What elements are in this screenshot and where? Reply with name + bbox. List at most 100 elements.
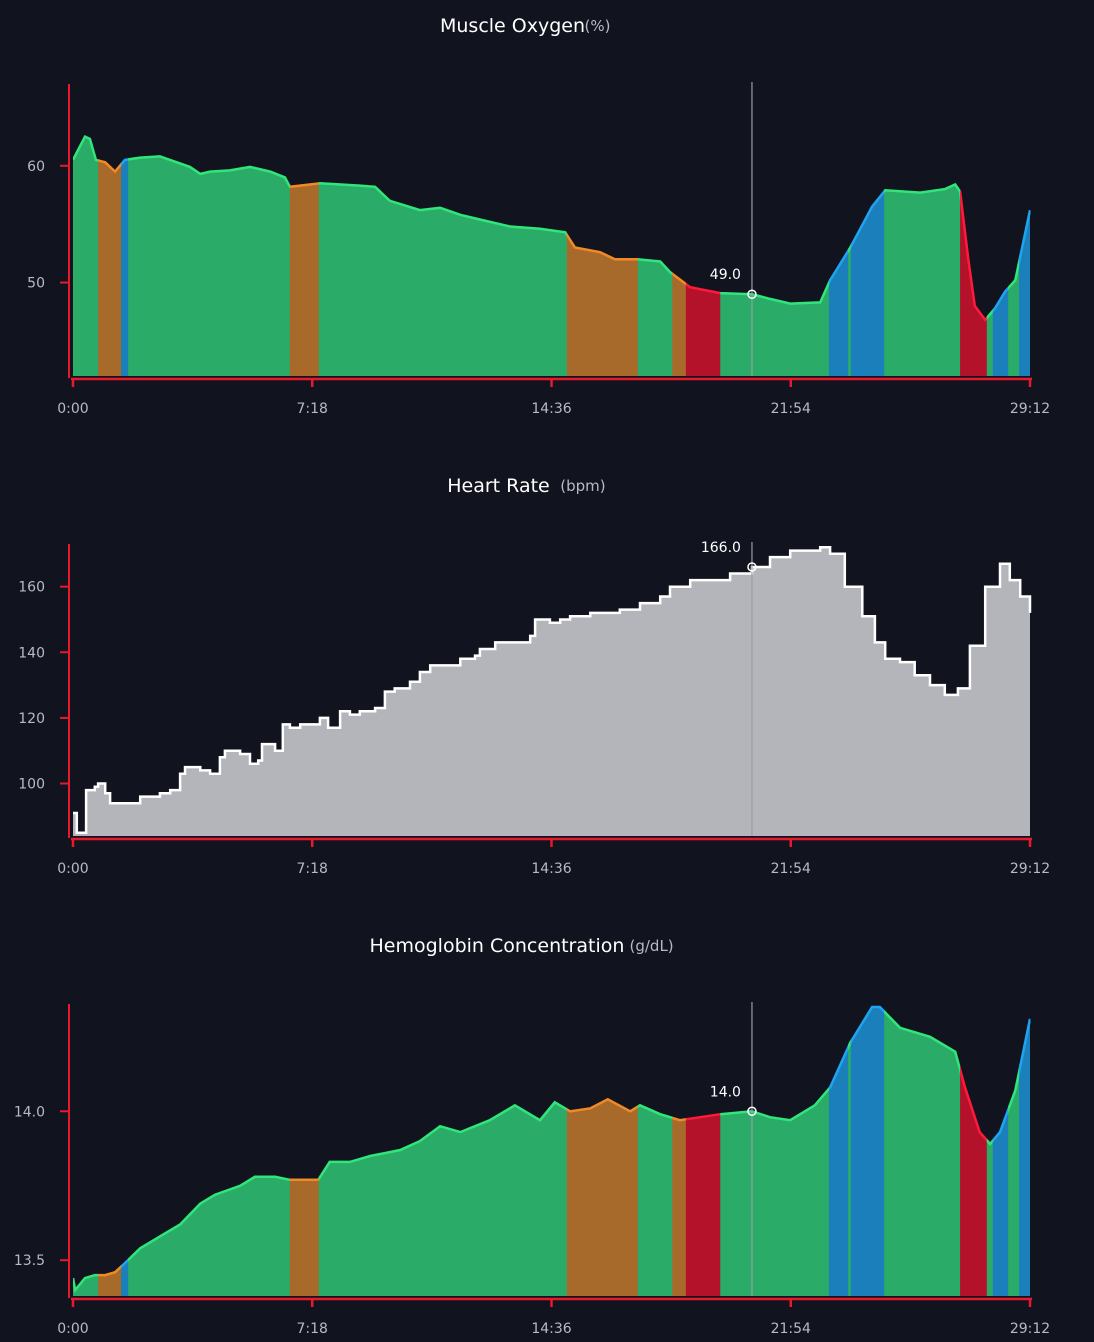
zone-area	[848, 1041, 852, 1296]
zone-area	[672, 273, 687, 376]
zone-area	[850, 190, 885, 376]
zone-orange-segment	[566, 232, 639, 376]
series-area	[73, 547, 1030, 836]
zone-area	[121, 1259, 129, 1296]
x-tick-label: 7:18	[297, 401, 328, 417]
x-tick-label: 29:12	[1010, 861, 1050, 877]
zone-green-segment	[720, 278, 830, 376]
zone-area	[637, 1105, 673, 1296]
zone-green-segment	[1008, 253, 1020, 376]
zone-green-segment	[318, 1100, 568, 1296]
zone-blue-segment	[850, 189, 885, 376]
zone-area	[960, 1069, 988, 1296]
zone-green-segment	[637, 1103, 673, 1296]
x-tick-label: 0:00	[57, 1321, 88, 1337]
x-tick-label: 14:36	[531, 861, 571, 877]
zone-green-segment	[884, 182, 961, 376]
zone-area	[1008, 1069, 1020, 1296]
cursor-marker	[747, 1106, 757, 1117]
cursor-marker	[747, 289, 757, 299]
chart-unit: (%)	[585, 17, 611, 35]
zone-area	[828, 250, 849, 376]
x-tick-label: 0:00	[57, 861, 88, 877]
x-tick-label: 29:12	[1010, 401, 1050, 417]
zone-area	[960, 191, 988, 376]
zone-area	[850, 1007, 885, 1296]
y-tick-label: 120	[18, 711, 45, 727]
zone-green-segment	[128, 1175, 291, 1296]
zone-area	[318, 1102, 568, 1296]
zone-red-segment	[960, 1064, 988, 1296]
zone-blue-segment	[828, 1043, 849, 1296]
zone-area	[720, 281, 830, 376]
cursor-value-label: 49.0	[710, 267, 741, 283]
zone-orange-segment	[98, 1264, 122, 1296]
zone-line	[318, 182, 568, 238]
zone-blue-segment	[1019, 1018, 1031, 1296]
zone-area	[566, 1099, 639, 1296]
cursor-value-label: 14.0	[710, 1084, 741, 1100]
zone-area	[685, 283, 721, 376]
x-tick-label: 21:54	[771, 861, 811, 877]
x-tick-label: 0:00	[57, 401, 88, 417]
zone-line	[850, 1005, 885, 1045]
chart-title: Heart Rate	[447, 475, 550, 497]
zone-blue-segment	[1019, 209, 1031, 376]
zone-area	[318, 183, 568, 376]
zone-green-segment	[1008, 1063, 1020, 1296]
y-tick-label: 140	[18, 645, 45, 661]
zone-area	[720, 1088, 830, 1296]
chart-unit: (bpm)	[560, 477, 605, 495]
zone-orange-segment	[566, 1097, 639, 1296]
y-tick-label: 160	[18, 580, 45, 596]
zone-area	[73, 136, 99, 376]
zone-area	[1008, 259, 1020, 376]
x-tick-label: 7:18	[297, 861, 328, 877]
cursor-marker	[747, 562, 757, 572]
zone-orange-segment	[672, 272, 687, 376]
hemoglobin-chart: Hemoglobin Concentration (g/dL) 13.5 14.0…	[14, 935, 1050, 1337]
zone-area	[73, 1275, 99, 1296]
zone-area	[685, 1114, 721, 1296]
zone-blue-segment	[121, 158, 129, 376]
y-tick-label: 100	[18, 777, 45, 793]
heart-rate-chart: Heart Rate (bpm) 100 120 140 160 0:00 7:18 14:…	[18, 475, 1050, 877]
zone-green-segment	[637, 257, 673, 376]
x-tick-label: 14:36	[531, 401, 571, 417]
x-tick-label: 21:54	[771, 1321, 811, 1337]
zone-area	[992, 287, 1009, 376]
x-tick-label: 7:18	[297, 1321, 328, 1337]
y-tick-label: 14.0	[14, 1104, 45, 1120]
x-tick-label: 29:12	[1010, 1321, 1050, 1337]
zone-area	[637, 259, 673, 376]
zone-green-segment	[848, 1038, 852, 1296]
zone-area	[98, 160, 122, 376]
zone-blue-segment	[121, 1257, 129, 1296]
zone-red-segment	[960, 189, 988, 376]
zone-area	[986, 310, 994, 376]
zone-area	[884, 184, 961, 376]
zone-area	[848, 245, 852, 376]
zone-green-segment	[128, 155, 291, 376]
zone-green-segment	[720, 1085, 830, 1296]
zone-green-segment	[73, 1273, 99, 1296]
zone-green-segment	[318, 182, 568, 376]
zone-area	[1019, 1018, 1030, 1296]
zone-area	[128, 1176, 291, 1296]
y-tick-label: 60	[27, 159, 45, 175]
zone-blue-segment	[828, 247, 849, 376]
zone-area	[128, 156, 291, 376]
series-line	[73, 546, 1032, 834]
zone-blue-segment	[992, 1104, 1009, 1296]
chart-unit: (g/dL)	[630, 937, 674, 955]
zone-area	[98, 1266, 122, 1296]
zone-green-segment	[848, 242, 852, 376]
zone-red-segment	[685, 1112, 721, 1296]
zone-area	[121, 159, 129, 376]
y-tick-label: 50	[27, 276, 45, 292]
zone-area	[884, 1011, 961, 1296]
zone-area	[992, 1108, 1009, 1296]
zone-green-segment	[73, 134, 99, 376]
zone-area	[289, 1178, 320, 1296]
